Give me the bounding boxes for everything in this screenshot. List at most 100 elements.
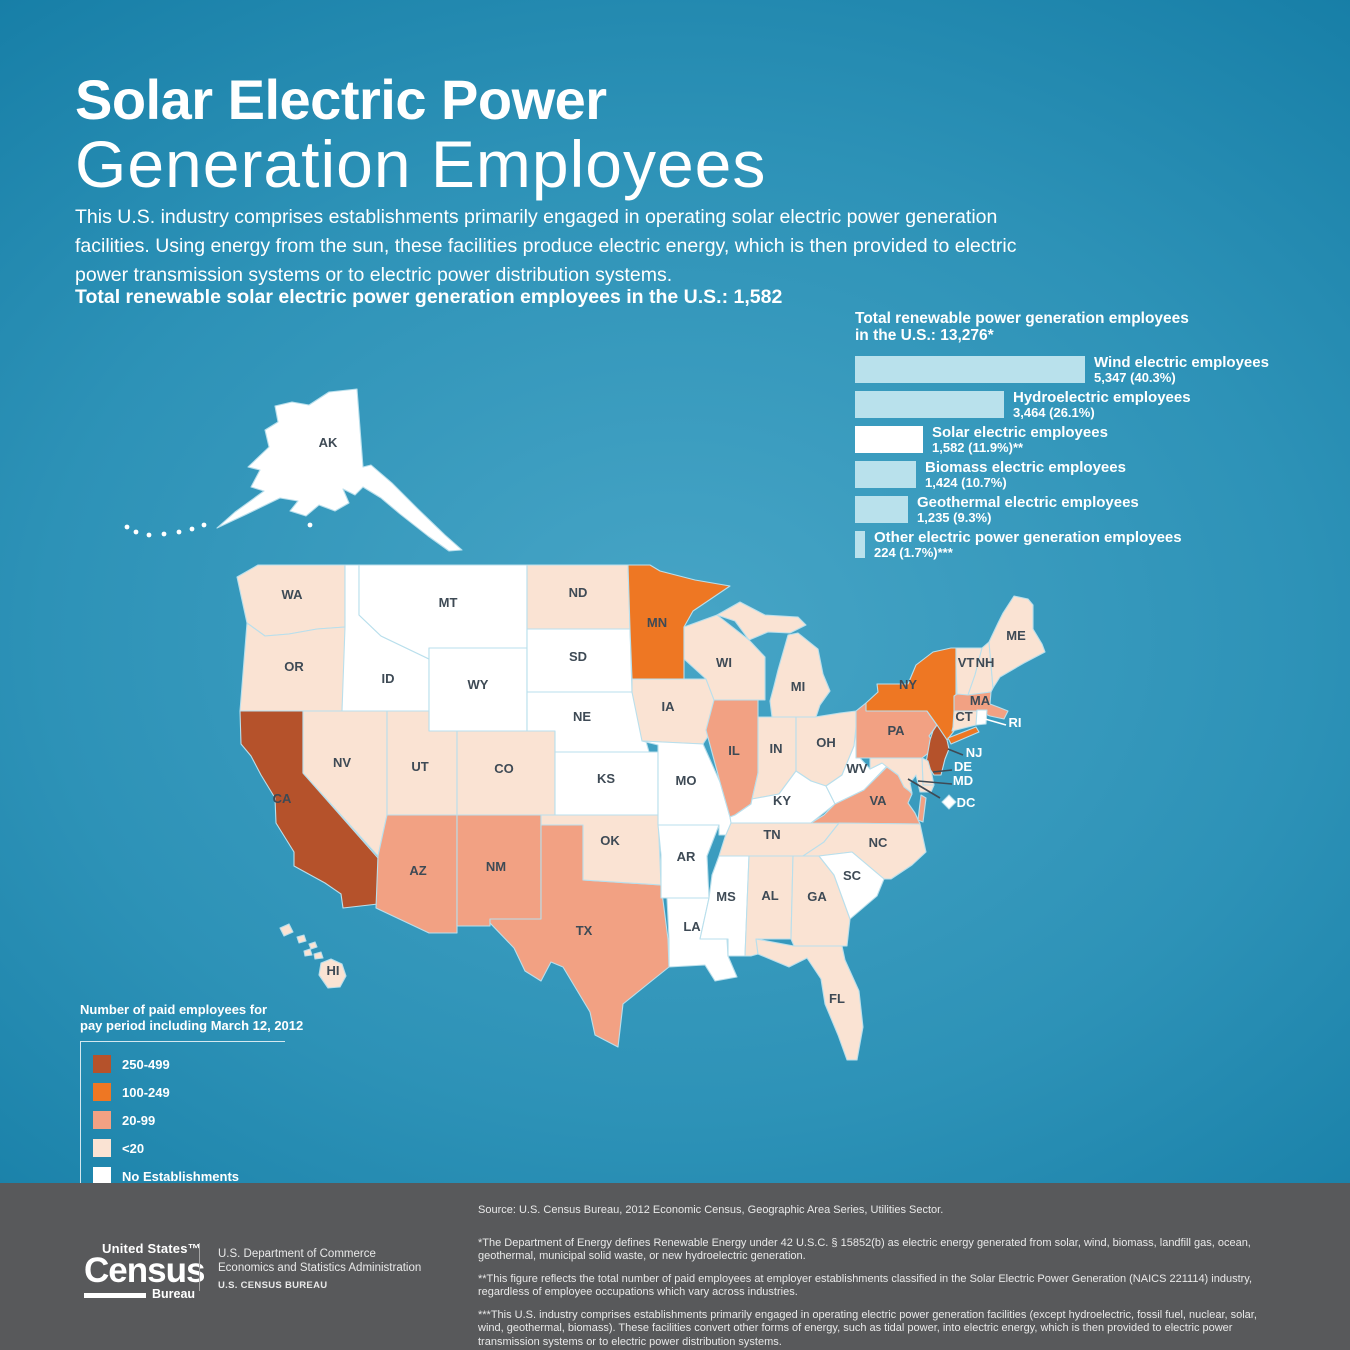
state-label-nj: NJ (966, 745, 983, 760)
alaska-island-dot (176, 529, 182, 535)
state-label-nm: NM (486, 859, 506, 874)
state-sc (818, 851, 885, 920)
state-label-nd: ND (569, 585, 588, 600)
footnote-2: **This figure reflects the total number … (478, 1272, 1253, 1299)
state-label-mo: MO (676, 773, 697, 788)
logo-united-states: United States™ (102, 1241, 201, 1256)
map-legend: Number of paid employees for pay period … (80, 1002, 303, 1190)
legend-swatch (93, 1167, 111, 1185)
state-label-ky: KY (773, 793, 791, 808)
alaska-island-dot (146, 532, 152, 538)
state-label-az: AZ (409, 863, 426, 878)
logo-census: Census (84, 1251, 205, 1290)
state-label-ak: AK (319, 435, 338, 450)
state-label-ks: KS (597, 771, 615, 786)
state-label-al: AL (761, 888, 778, 903)
legend-swatch (93, 1139, 111, 1157)
state-label-wy: WY (468, 677, 489, 692)
state-mi (769, 632, 831, 718)
legend-label: 20-99 (122, 1112, 156, 1128)
legend-row: <20 (93, 1134, 285, 1162)
census-bureau-logo: United States™ Census Bureau (84, 1241, 214, 1301)
legend-label: No Establishments (122, 1168, 240, 1184)
legend-label: 100-249 (122, 1084, 170, 1100)
legend-swatch (93, 1055, 111, 1073)
bar-chart-title-line2: in the U.S.: 13,276* (855, 327, 994, 344)
bar-row-5: Geothermal electric employees 1,235 (9.3%… (855, 492, 1335, 527)
bar-value-label: 1,235 (9.3%) (917, 509, 992, 525)
state-label-ar: AR (677, 849, 696, 864)
state-label-ct: CT (955, 709, 972, 724)
bar-row-6: Other electric power generation employee… (855, 527, 1335, 562)
page-title: Solar Electric Power Generation Employee… (75, 70, 766, 199)
alaska-island-dot (189, 526, 195, 532)
state-label-de: DE (954, 759, 972, 774)
bar-row-1: Wind electric employees 5,347 (40.3%) (855, 352, 1335, 387)
state-ca (239, 710, 379, 909)
bar-label: Wind electric employees 5,347 (40.3%) (1094, 355, 1269, 385)
legend-row: 100-249 (93, 1078, 285, 1106)
footnote-1: *The Department of Energy defines Renewa… (478, 1236, 1251, 1263)
state-hi (296, 934, 307, 944)
state-label-nh: NH (976, 655, 995, 670)
state-nj (925, 724, 950, 776)
bar-category-label: Hydroelectric employees (1013, 388, 1191, 406)
state-label-ma: MA (970, 693, 991, 708)
source-line: Source: U.S. Census Bureau, 2012 Economi… (478, 1204, 944, 1216)
state-label-ca: CA (273, 791, 292, 806)
state-label-ok: OK (600, 833, 620, 848)
state-mn (627, 564, 731, 680)
state-label-la: LA (683, 919, 701, 934)
state-label-me: ME (1006, 628, 1026, 643)
state-label-sc: SC (843, 868, 862, 883)
alaska-island-dot (133, 529, 139, 535)
map-legend-title: Number of paid employees for pay period … (80, 1002, 303, 1034)
state-label-id: ID (382, 671, 395, 686)
bar-segment (855, 356, 1085, 383)
state-hi (303, 948, 313, 957)
state-label-mi: MI (791, 679, 805, 694)
dept-line3: U.S. CENSUS BUREAU (218, 1280, 328, 1291)
state-label-or: OR (284, 659, 304, 674)
bar-row-3: Solar electric employees 1,582 (11.9%)** (855, 422, 1335, 457)
state-label-nv: NV (333, 755, 351, 770)
state-ct (951, 710, 979, 732)
bar-segment (855, 461, 916, 488)
state-fl (755, 938, 864, 1061)
alaska-island-dot (161, 531, 167, 537)
callout-line-md (917, 780, 953, 785)
bar-value-label: 1,582 (11.9%)** (932, 439, 1024, 455)
state-hi (318, 958, 347, 989)
legend-swatch (93, 1083, 111, 1101)
bar-chart-title-line1: Total renewable power generation employe… (855, 310, 1189, 327)
bar-label: Solar electric employees 1,582 (11.9%)** (932, 425, 1108, 455)
logo-bureau: Bureau (152, 1287, 196, 1301)
bar-label: Geothermal electric employees 1,235 (9.3%… (917, 495, 1139, 525)
bar-segment (855, 426, 923, 453)
bar-segment (855, 391, 1004, 418)
department-block: U.S. Department of Commerce Economics an… (218, 1247, 421, 1293)
state-label-mn: MN (647, 615, 667, 630)
state-wi (683, 614, 766, 701)
legend-row: 20-99 (93, 1106, 285, 1134)
state-label-ri: RI (1009, 715, 1022, 730)
bar-category-label: Solar electric employees (932, 423, 1108, 441)
state-label-tn: TN (763, 827, 780, 842)
callout-line-ri (984, 718, 1007, 726)
state-label-ny: NY (899, 677, 917, 692)
alaska-island-dot (124, 524, 130, 530)
state-label-ut: UT (411, 759, 428, 774)
callout-line-de (932, 769, 953, 773)
bar-label: Biomass electric employees 1,424 (10.7%) (925, 460, 1126, 490)
bar-chart-title: Total renewable power generation employe… (855, 310, 1335, 344)
legend-row: 250-499 (93, 1050, 285, 1078)
state-label-ms: MS (716, 889, 736, 904)
bar-category-label: Geothermal electric employees (917, 493, 1139, 511)
alaska-island-dot (201, 522, 207, 528)
state-label-fl: FL (829, 991, 845, 1006)
state-label-hi: HI (327, 963, 340, 978)
callout-line-nj (947, 748, 964, 756)
bar-row-4: Biomass electric employees 1,424 (10.7%) (855, 457, 1335, 492)
